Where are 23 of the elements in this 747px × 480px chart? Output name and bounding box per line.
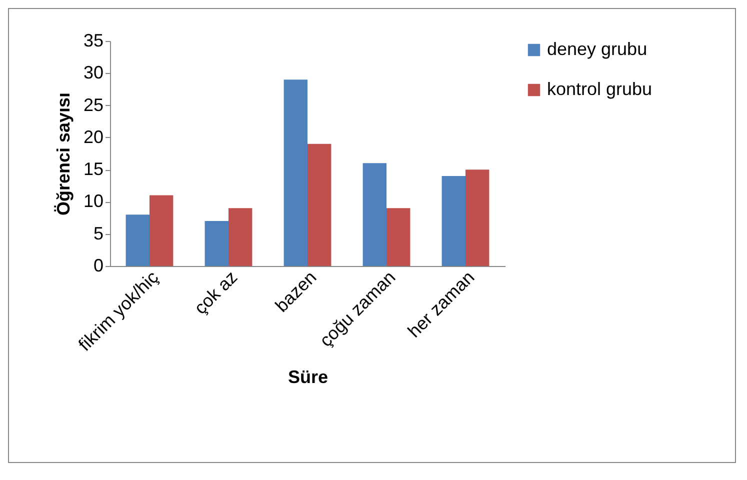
bar [284,80,308,266]
legend-label: deney grubu [547,39,648,59]
y-axis-title: Öğrenci sayısı [53,92,74,216]
bar [204,221,228,266]
y-tick-label: 35 [83,30,104,50]
y-tick-label: 20 [83,126,104,147]
y-tick-label: 0 [93,256,104,276]
bar [442,176,466,266]
bar [386,208,410,266]
legend-label: kontrol grubu [547,79,652,99]
bar [308,144,332,266]
bar [228,208,252,266]
bar [466,170,490,266]
y-tick-label: 10 [83,191,104,212]
x-axis-title: Süre [288,366,328,387]
bar [150,195,174,266]
bar [126,214,150,266]
y-tick-label: 5 [93,223,104,244]
x-tick-label: çok az [190,267,242,318]
bar [362,163,386,266]
y-tick-label: 30 [83,62,104,83]
y-tick-label: 25 [83,94,104,115]
y-tick-label: 15 [83,159,104,180]
